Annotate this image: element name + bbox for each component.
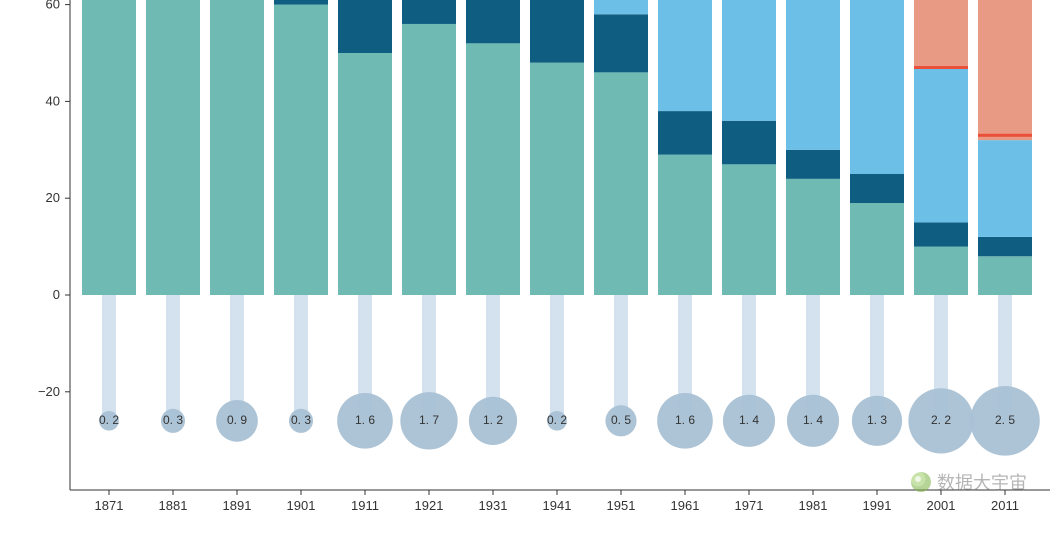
stem xyxy=(102,295,116,421)
bubble-label: 0. 3 xyxy=(291,413,311,427)
xtick-label: 1881 xyxy=(159,498,188,513)
bar-segment-teal xyxy=(914,247,968,295)
bubble-label: 0. 2 xyxy=(547,413,567,427)
bar-segment-teal xyxy=(850,203,904,295)
bar-segment-dark xyxy=(658,111,712,155)
ytick-label: 0 xyxy=(53,287,60,302)
bar-segment-light_blue xyxy=(850,0,904,174)
xtick-label: 1961 xyxy=(671,498,700,513)
bubble-label: 1. 2 xyxy=(483,413,503,427)
bar-segment-teal xyxy=(722,164,776,295)
bar-segment-teal xyxy=(338,53,392,295)
bar-redline xyxy=(978,134,1032,137)
xtick-label: 2001 xyxy=(927,498,956,513)
ytick-label: 40 xyxy=(46,93,60,108)
bar-segment-teal xyxy=(82,0,136,295)
ytick-label: 60 xyxy=(46,0,60,12)
bar-segment-salmon xyxy=(914,0,968,68)
bar-segment-teal xyxy=(274,5,328,295)
xtick-label: 1871 xyxy=(95,498,124,513)
stem xyxy=(294,295,308,421)
bar-segment-dark xyxy=(530,0,584,63)
bar-segment-teal xyxy=(210,0,264,295)
xtick-label: 1931 xyxy=(479,498,508,513)
bubble-label: 1. 6 xyxy=(675,413,695,427)
bar-segment-light_blue xyxy=(658,0,712,111)
bubble-label: 1. 7 xyxy=(419,413,439,427)
bubble-label: 1. 4 xyxy=(803,413,823,427)
bar-segment-teal xyxy=(978,256,1032,295)
xtick-label: 1991 xyxy=(863,498,892,513)
bar-segment-teal xyxy=(402,24,456,295)
bar-segment-teal xyxy=(530,63,584,295)
ytick-label: 20 xyxy=(46,190,60,205)
stem xyxy=(550,295,564,421)
bar-segment-dark xyxy=(850,174,904,203)
chart-container: 0. 2 0. 3 0. 9 0. 3 1. 6 1. 7 1. 2 0. 2 0. 5 1. 6… xyxy=(0,0,1057,533)
bar-segment-dark xyxy=(594,14,648,72)
bar-segment-dark xyxy=(402,0,456,24)
bubble-label: 2. 2 xyxy=(931,413,951,427)
bubble-label: 1. 4 xyxy=(739,413,759,427)
xtick-label: 1921 xyxy=(415,498,444,513)
bar-segment-teal xyxy=(658,155,712,295)
bar-segment-light_blue xyxy=(978,140,1032,237)
bar-segment-dark xyxy=(274,0,328,5)
bubble-label: 1. 6 xyxy=(355,413,375,427)
ytick-label: −20 xyxy=(38,384,60,399)
bubble-label: 0. 5 xyxy=(611,413,631,427)
bubble-label: 1. 3 xyxy=(867,413,887,427)
bar-segment-dark xyxy=(978,237,1032,256)
bar-segment-teal xyxy=(594,72,648,295)
xtick-label: 1951 xyxy=(607,498,636,513)
bar-segment-light_blue xyxy=(786,0,840,150)
bubble-label: 0. 9 xyxy=(227,413,247,427)
xtick-label: 1941 xyxy=(543,498,572,513)
bubble-label: 0. 2 xyxy=(99,413,119,427)
xtick-label: 1971 xyxy=(735,498,764,513)
bubble-label: 0. 3 xyxy=(163,413,183,427)
bar-redline xyxy=(914,66,968,69)
bar-segment-teal xyxy=(466,43,520,295)
bubble-label: 2. 5 xyxy=(995,413,1015,427)
stem xyxy=(614,295,628,421)
bar-segment-teal xyxy=(786,179,840,295)
bar-segment-dark xyxy=(914,222,968,246)
xtick-label: 2011 xyxy=(991,498,1019,513)
xtick-label: 1891 xyxy=(223,498,252,513)
bar-segment-teal xyxy=(146,0,200,295)
bar-segment-light_blue xyxy=(914,68,968,223)
xtick-label: 1901 xyxy=(287,498,316,513)
bar-segment-light_blue xyxy=(722,0,776,121)
chart-svg: 0. 2 0. 3 0. 9 0. 3 1. 6 1. 7 1. 2 0. 2 0. 5 1. 6… xyxy=(0,0,1057,533)
bar-segment-dark xyxy=(786,150,840,179)
bar-segment-salmon xyxy=(978,0,1032,140)
stem xyxy=(166,295,180,421)
xtick-label: 1981 xyxy=(799,498,828,513)
bar-segment-light_blue xyxy=(594,0,648,14)
xtick-label: 1911 xyxy=(351,498,379,513)
bar-segment-dark xyxy=(722,121,776,165)
bar-segment-dark xyxy=(338,0,392,53)
bars-group xyxy=(82,0,1032,295)
bar-segment-dark xyxy=(466,0,520,43)
